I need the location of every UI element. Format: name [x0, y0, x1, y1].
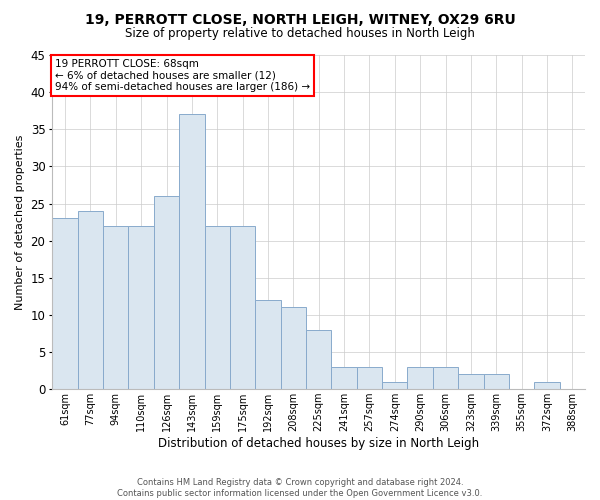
Bar — [52, 218, 78, 389]
Bar — [230, 226, 255, 389]
Bar — [534, 382, 560, 389]
X-axis label: Distribution of detached houses by size in North Leigh: Distribution of detached houses by size … — [158, 437, 479, 450]
Y-axis label: Number of detached properties: Number of detached properties — [15, 134, 25, 310]
Bar — [128, 226, 154, 389]
Bar — [78, 211, 103, 389]
Bar — [281, 308, 306, 389]
Bar — [484, 374, 509, 389]
Text: 19 PERROTT CLOSE: 68sqm
← 6% of detached houses are smaller (12)
94% of semi-det: 19 PERROTT CLOSE: 68sqm ← 6% of detached… — [55, 58, 310, 92]
Bar — [382, 382, 407, 389]
Bar — [357, 367, 382, 389]
Text: 19, PERROTT CLOSE, NORTH LEIGH, WITNEY, OX29 6RU: 19, PERROTT CLOSE, NORTH LEIGH, WITNEY, … — [85, 12, 515, 26]
Bar — [407, 367, 433, 389]
Bar — [205, 226, 230, 389]
Bar — [154, 196, 179, 389]
Bar — [179, 114, 205, 389]
Bar — [433, 367, 458, 389]
Bar — [458, 374, 484, 389]
Bar — [306, 330, 331, 389]
Bar — [255, 300, 281, 389]
Text: Size of property relative to detached houses in North Leigh: Size of property relative to detached ho… — [125, 28, 475, 40]
Bar — [103, 226, 128, 389]
Text: Contains HM Land Registry data © Crown copyright and database right 2024.
Contai: Contains HM Land Registry data © Crown c… — [118, 478, 482, 498]
Bar — [331, 367, 357, 389]
